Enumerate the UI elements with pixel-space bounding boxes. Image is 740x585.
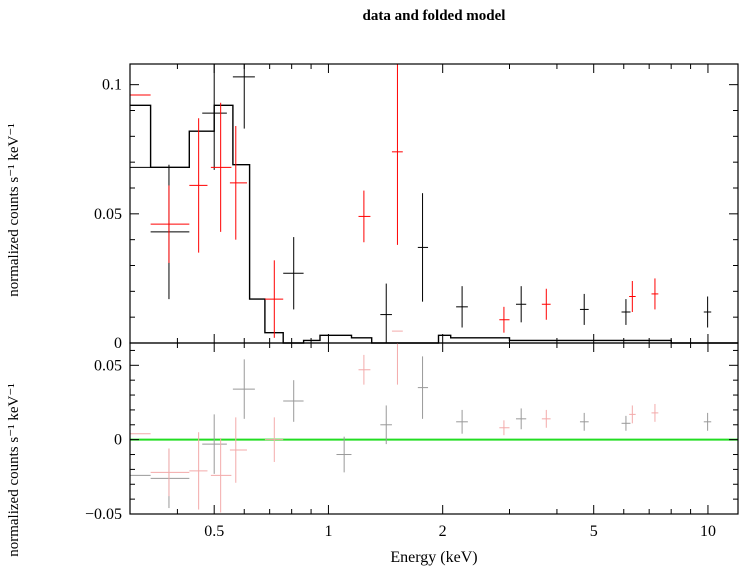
y-tick-label: 0.05 [94,357,122,374]
residual-point [380,405,392,445]
residual-point [703,412,712,431]
data-point [579,293,589,325]
data-point [283,237,304,310]
data-point [515,286,527,323]
data-point [380,283,392,343]
data-point [189,118,208,253]
top-panel-axes: 0 0.05 0.1 [94,63,739,352]
chart-title: data and folded model [363,8,506,24]
residual-point [210,438,232,513]
residual-point [150,448,190,509]
x-axis-label: Energy (keV) [390,549,477,566]
residual-point [499,420,510,436]
data-point [651,278,659,310]
y-tick-label: −0.05 [85,506,122,523]
residual-point [515,408,527,430]
x-tick-label: 5 [590,523,598,540]
data-point [629,281,636,312]
data-point [264,260,284,338]
residual-point [629,405,636,424]
residual-point [336,436,352,473]
data-point [150,185,190,263]
data-point [499,306,510,333]
data-point [417,193,429,302]
residual-point [264,417,284,462]
data-point [232,64,255,129]
data-point [129,97,151,238]
residual-point [229,417,247,483]
data-point [229,126,247,240]
y-tick-label: 0.1 [102,77,122,94]
data-point [202,64,227,170]
x-tick-label: 1 [324,523,332,540]
data-point [391,64,403,245]
residual-point [417,356,429,419]
residual-point [232,359,255,419]
bottom-panel-axes: 0.5 1 2 5 10 −0.05 0 0.05 [85,342,739,540]
residual-point [391,330,403,385]
data-point [456,286,468,328]
residual-point [283,380,304,422]
data-point [621,299,631,325]
data-point [210,102,232,232]
x-tick-label: 0.5 [204,523,224,540]
x-tick-label: 10 [700,523,716,540]
data-point [541,288,551,320]
residual-point [189,432,208,510]
residual-points-group [129,330,712,513]
residual-y-axis-label: normalized counts s⁻¹ keV⁻¹ [6,383,22,557]
y-tick-label: 0 [114,432,122,449]
residual-point [150,448,190,497]
model-histogram [130,104,738,344]
y-tick-label: 0.05 [94,206,122,223]
y-tick-label: 0 [114,335,122,352]
residual-point [651,403,659,422]
model-step-line [130,104,738,344]
residual-point [579,412,589,431]
residual-point [541,409,551,428]
residual-point [129,412,151,455]
y-axis-label: normalized counts s⁻¹ keV⁻¹ [6,123,22,297]
data-point [703,296,712,328]
residual-point [621,415,631,431]
x-tick-label: 2 [439,523,447,540]
data-points-group [129,64,712,343]
data-point [129,64,151,126]
residual-point [202,414,227,474]
bottom-frame [129,342,739,515]
data-point [150,164,190,300]
data-point [358,190,371,243]
residual-point [456,409,468,434]
residual-point [358,354,371,385]
